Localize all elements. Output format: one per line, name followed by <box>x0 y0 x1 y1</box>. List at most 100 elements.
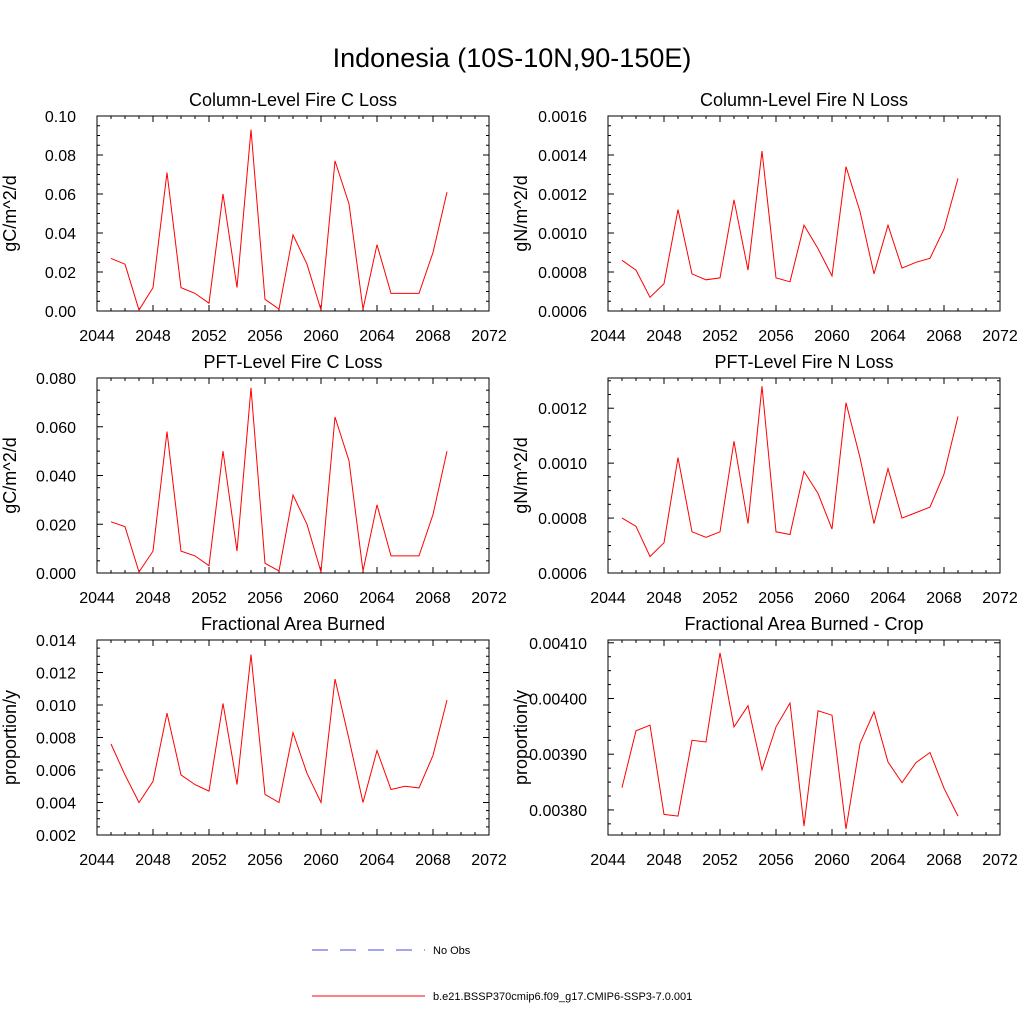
x-tick-label: 2052 <box>191 590 227 607</box>
x-tick-label: 2060 <box>814 852 850 869</box>
y-tick-label: 0.08 <box>45 148 76 165</box>
y-axis-label: proportion/y <box>511 690 531 785</box>
x-tick-label: 2064 <box>359 328 395 345</box>
y-tick-label: 0.00400 <box>529 692 587 709</box>
y-tick-label: 0.02 <box>45 265 76 282</box>
panels: Column-Level Fire C Loss 2044 2048 2052 2056… <box>0 90 1018 869</box>
y-tick-label: 0.080 <box>36 371 76 388</box>
legend: No Obs b.e21.BSSP370cmip6.f09_g17.CMIP6-… <box>312 945 692 1003</box>
y-axis-label: gC/m^2/d <box>0 175 20 251</box>
plot-frame <box>607 639 1001 836</box>
y-tick-label: 0.00390 <box>529 747 587 764</box>
x-tick-label: 2068 <box>415 328 451 345</box>
y-tick-label: 0.0012 <box>538 187 587 204</box>
x-tick-label: 2056 <box>758 590 794 607</box>
x-tick-label: 2056 <box>758 328 794 345</box>
y-tick-label: 0.014 <box>36 633 76 650</box>
x-tick-label: 2044 <box>590 852 626 869</box>
x-tick-label: 2048 <box>135 590 171 607</box>
x-tick-label: 2044 <box>79 590 115 607</box>
y-tick-label: 0.0016 <box>538 109 587 126</box>
x-tick-label: 2052 <box>702 328 738 345</box>
plot-frame <box>607 115 1001 312</box>
y-tick-label: 0.0014 <box>538 148 587 165</box>
x-tick-label: 2072 <box>471 328 507 345</box>
legend-label-no-obs: No Obs <box>433 945 471 957</box>
x-tick-label: 2060 <box>303 852 339 869</box>
x-tick-label: 2060 <box>814 590 850 607</box>
x-tick-label: 2056 <box>758 852 794 869</box>
x-tick-label: 2064 <box>870 590 906 607</box>
y-tick-label: 0.000 <box>36 566 76 583</box>
panel-title: Column-Level Fire N Loss <box>700 90 908 110</box>
x-tick-label: 2060 <box>814 328 850 345</box>
x-tick-label: 2072 <box>982 590 1018 607</box>
panel-title: Fractional Area Burned - Crop <box>684 614 923 634</box>
y-axis-label: proportion/y <box>0 690 20 785</box>
x-tick-label: 2044 <box>590 590 626 607</box>
legend-label-model: b.e21.BSSP370cmip6.f09_g17.CMIP6-SSP3-7.… <box>433 991 692 1003</box>
panel-title: PFT-Level Fire C Loss <box>203 352 382 372</box>
x-tick-label: 2064 <box>870 852 906 869</box>
x-tick-label: 2060 <box>303 328 339 345</box>
y-tick-label: 0.004 <box>36 796 76 813</box>
y-tick-label: 0.06 <box>45 187 76 204</box>
x-tick-label: 2068 <box>926 852 962 869</box>
figure-title: Indonesia (10S-10N,90-150E) <box>333 43 692 73</box>
y-tick-label: 0.008 <box>36 731 76 748</box>
x-tick-label: 2072 <box>982 852 1018 869</box>
x-tick-label: 2060 <box>303 590 339 607</box>
panel-title: Fractional Area Burned <box>201 614 385 634</box>
y-tick-label: 0.0008 <box>538 511 587 528</box>
x-tick-label: 2056 <box>247 590 283 607</box>
x-tick-label: 2052 <box>702 590 738 607</box>
plot-frame <box>96 377 490 574</box>
x-tick-label: 2068 <box>415 852 451 869</box>
x-tick-label: 2072 <box>471 590 507 607</box>
y-tick-label: 0.0006 <box>538 304 587 321</box>
x-tick-label: 2048 <box>135 852 171 869</box>
y-tick-label: 0.002 <box>36 828 76 845</box>
x-tick-label: 2068 <box>415 590 451 607</box>
y-tick-label: 0.040 <box>36 469 76 486</box>
y-tick-label: 0.0012 <box>538 401 587 418</box>
x-tick-label: 2052 <box>702 852 738 869</box>
x-tick-label: 2072 <box>982 328 1018 345</box>
x-tick-label: 2056 <box>247 852 283 869</box>
x-tick-label: 2052 <box>191 328 227 345</box>
series-line <box>621 386 959 558</box>
y-tick-label: 0.00 <box>45 304 76 321</box>
y-tick-label: 0.00380 <box>529 803 587 820</box>
x-tick-label: 2072 <box>471 852 507 869</box>
y-tick-label: 0.006 <box>36 763 76 780</box>
y-tick-label: 0.04 <box>45 226 76 243</box>
y-tick-label: 0.0008 <box>538 265 587 282</box>
y-axis-label: gN/m^2/d <box>511 175 531 251</box>
series-line <box>621 652 959 829</box>
chart-panel: PFT-Level Fire N Loss 2044 2048 2052 2056 206… <box>511 352 1018 607</box>
y-tick-label: 0.10 <box>45 109 76 126</box>
panel-title: PFT-Level Fire N Loss <box>714 352 893 372</box>
plot-frame <box>96 639 490 836</box>
y-tick-label: 0.012 <box>36 666 76 683</box>
y-tick-label: 0.0010 <box>538 226 587 243</box>
x-tick-label: 2044 <box>79 852 115 869</box>
x-tick-label: 2052 <box>191 852 227 869</box>
x-tick-label: 2064 <box>359 852 395 869</box>
x-tick-label: 2044 <box>79 328 115 345</box>
series-line <box>110 387 448 574</box>
y-tick-label: 0.060 <box>36 420 76 437</box>
y-tick-label: 0.020 <box>36 517 76 534</box>
x-tick-label: 2048 <box>646 590 682 607</box>
series-line <box>110 129 448 312</box>
chart-panel: Fractional Area Burned 2044 2048 2052 2056 20… <box>0 614 507 869</box>
x-tick-label: 2068 <box>926 328 962 345</box>
series-line <box>621 151 959 299</box>
x-tick-label: 2048 <box>646 328 682 345</box>
x-tick-label: 2044 <box>590 328 626 345</box>
chart-panel: Fractional Area Burned - Crop 2044 2048 205… <box>511 614 1018 869</box>
x-tick-label: 2048 <box>646 852 682 869</box>
y-tick-label: 0.010 <box>36 698 76 715</box>
y-axis-label: gC/m^2/d <box>0 437 20 513</box>
